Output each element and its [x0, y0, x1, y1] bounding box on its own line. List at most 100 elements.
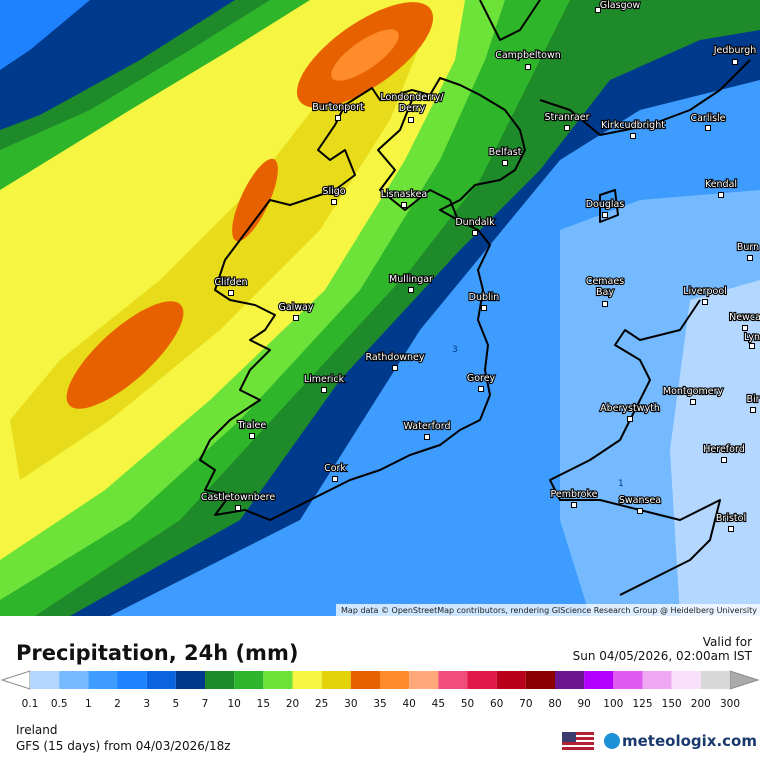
valid-time: Sun 04/05/2026, 02:00am IST	[573, 649, 753, 663]
city-marker	[502, 160, 508, 166]
city-label: Kendal	[705, 179, 737, 190]
legend-tick-label: 3	[143, 698, 150, 710]
city-label: Pembroke	[550, 489, 597, 500]
legend-swatch	[671, 671, 701, 689]
city-marker	[750, 407, 756, 413]
city-label: Douglas	[586, 199, 625, 210]
city-marker	[424, 434, 430, 440]
city-marker	[705, 125, 711, 131]
legend-swatch	[438, 671, 468, 689]
city-marker	[742, 325, 748, 331]
legend-swatch	[30, 671, 60, 689]
city-label: Cork	[324, 463, 346, 474]
legend-tick-label: 45	[432, 698, 445, 710]
city-label: Lyn	[744, 332, 760, 343]
coastline	[599, 189, 619, 223]
legend-swatch	[380, 671, 410, 689]
legend-tick-label: 0.1	[22, 698, 39, 710]
city-label: Campbeltown	[495, 50, 561, 61]
legend-arrow	[729, 670, 760, 690]
legend-swatch	[205, 671, 235, 689]
city-label: Bir	[746, 394, 759, 405]
legend-swatch	[59, 671, 89, 689]
precip-area	[670, 280, 760, 616]
legend-tick-label: 35	[373, 698, 386, 710]
city-label: Derry	[399, 103, 426, 114]
city-label: Bay	[596, 287, 614, 298]
city-label: Sligo	[322, 186, 345, 197]
city-marker	[595, 7, 601, 13]
city-label: Tralee	[237, 420, 267, 431]
city-marker	[472, 230, 478, 236]
legend-swatch	[321, 671, 351, 689]
city-marker	[408, 117, 414, 123]
model: GFS (15 days) from 04/03/2026/18z	[16, 739, 231, 753]
coastline	[199, 77, 526, 521]
legend-tick-label: 20	[286, 698, 299, 710]
city-marker	[525, 64, 531, 70]
legend-swatch	[700, 671, 730, 689]
brand[interactable]: meteologix.com	[622, 732, 757, 750]
city-label: Hereford	[703, 444, 744, 455]
city-marker	[478, 386, 484, 392]
legend-tick-label: 90	[577, 698, 590, 710]
legend-tick-label: 100	[603, 698, 623, 710]
city-label: Kirkcudbright	[601, 120, 665, 131]
legend-tick-label: 25	[315, 698, 328, 710]
city-label: Burn	[737, 242, 759, 253]
legend-tick-label: 5	[172, 698, 179, 710]
color-legend: 0.1 0.5 1 2 3 5 7 10 15 20 25 30 35 40 45 50 60 70 80 90 100…	[0, 670, 760, 710]
contour-label: 3	[452, 345, 458, 355]
city-marker	[401, 202, 407, 208]
city-label: Dublin	[469, 292, 500, 303]
city-label: Waterford	[403, 421, 450, 432]
city-label: Burtonport	[312, 102, 364, 113]
city-label: Galway	[278, 302, 313, 313]
city-marker	[602, 212, 608, 218]
city-marker	[331, 199, 337, 205]
city-marker	[728, 526, 734, 532]
city-marker	[749, 343, 755, 349]
border	[377, 99, 459, 221]
city-label: Bristol	[716, 513, 746, 524]
precip-area	[331, 29, 399, 81]
city-marker	[235, 505, 241, 511]
city-label: Mullingar	[389, 274, 433, 285]
legend-tick-label: 150	[662, 698, 682, 710]
city-marker	[732, 59, 738, 65]
legend-swatch	[642, 671, 672, 689]
city-marker	[690, 399, 696, 405]
precip-area	[0, 0, 90, 70]
city-marker	[228, 290, 234, 296]
city-marker	[721, 457, 727, 463]
region: Ireland	[16, 723, 58, 737]
precip-area	[66, 301, 184, 409]
city-label: Limerick	[304, 374, 345, 385]
legend-swatch	[613, 671, 643, 689]
legend-tick-label: 0.5	[51, 698, 68, 710]
city-label: Aberystwyth	[600, 403, 660, 414]
legend-swatch	[496, 671, 526, 689]
legend-swatch	[234, 671, 264, 689]
city-marker	[747, 255, 753, 261]
city-label: Swansea	[619, 495, 661, 506]
legend-tick-label: 15	[257, 698, 270, 710]
brand-icon	[604, 733, 620, 749]
city-marker	[602, 301, 608, 307]
city-label: Castletownbere	[201, 492, 276, 503]
city-label: Carlisle	[690, 113, 725, 124]
legend-swatch	[555, 671, 585, 689]
attribution: Map data © OpenStreetMap contributors, r…	[341, 606, 757, 615]
precip-area	[0, 0, 235, 130]
city-label: Londonderry/	[380, 92, 444, 103]
city-marker	[564, 125, 570, 131]
legend-tick-label: 10	[227, 698, 240, 710]
legend-swatch	[175, 671, 205, 689]
valid-label: Valid for	[703, 635, 752, 649]
legend-swatch	[117, 671, 147, 689]
legend-swatch	[350, 671, 380, 689]
city-label: Rathdowney	[365, 352, 424, 363]
legend-swatch	[292, 671, 322, 689]
city-marker	[335, 115, 341, 121]
